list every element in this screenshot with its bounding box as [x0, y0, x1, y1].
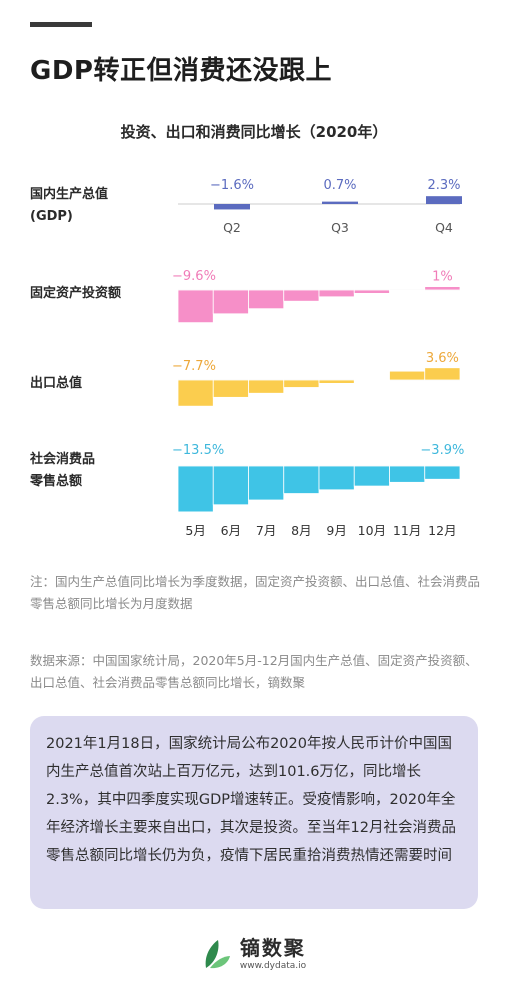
row-label: 国内生产总值 — [30, 186, 108, 202]
brand-url: www.dydata.io — [239, 961, 307, 971]
x-tick-label: 12月 — [428, 523, 456, 538]
chart-note: 注：国内生产总值同比增长为季度数据，固定资产投资额、出口总值、社会消费品零售总额… — [30, 574, 481, 611]
month-bar — [389, 289, 426, 292]
month-bar — [248, 289, 285, 310]
value-label: −9.6% — [172, 269, 216, 284]
value-label: 0.7% — [323, 178, 356, 193]
month-bar — [424, 465, 461, 480]
gdp-bar — [426, 196, 462, 204]
month-bar — [283, 465, 320, 494]
value-label: −13.5% — [172, 443, 224, 458]
summary-text: 2021年1月18日，国家统计局公布2020年按人民币计价中国国内生产总值首次站… — [46, 736, 456, 864]
brand-name: 镝数聚 — [239, 936, 306, 960]
value-label: 2.3% — [427, 178, 460, 193]
month-bar — [177, 289, 214, 324]
month-bar — [318, 379, 355, 384]
row-label: 出口总值 — [30, 375, 82, 391]
row-label: 零售总额 — [29, 473, 82, 489]
leaf-logo-icon — [205, 940, 230, 969]
quarter-tick-label: Q4 — [435, 220, 453, 235]
gdp-bar — [214, 204, 250, 210]
brand-logo: 镝数聚 www.dydata.io — [0, 936, 508, 972]
month-bar — [353, 289, 390, 294]
month-bar — [177, 465, 214, 513]
month-bar — [353, 465, 390, 487]
month-bar — [283, 379, 320, 388]
value-label: 1% — [432, 270, 453, 285]
value-label: −3.9% — [420, 443, 464, 458]
month-bar — [318, 289, 355, 298]
value-label: −7.7% — [172, 359, 216, 374]
page-title: GDP转正但消费还没跟上 — [30, 56, 332, 86]
month-bar — [248, 465, 285, 501]
x-tick-label: 8月 — [291, 523, 311, 538]
x-tick-label: 9月 — [326, 523, 346, 538]
data-source: 数据来源：中国国家统计局，2020年5月-12月国内生产总值、固定资产投资额、出… — [30, 653, 478, 690]
month-bar — [389, 465, 426, 483]
x-tick-label: 11月 — [393, 523, 421, 538]
x-tick-label: 10月 — [358, 523, 386, 538]
month-bar — [318, 465, 355, 491]
quarter-tick-label: Q2 — [223, 220, 241, 235]
title-accent-bar — [30, 22, 92, 27]
month-bar — [353, 378, 390, 381]
quarter-tick-label: Q3 — [331, 220, 349, 235]
month-bar — [389, 370, 426, 381]
row-label: 社会消费品 — [29, 451, 95, 467]
x-tick-label: 7月 — [256, 523, 276, 538]
month-bar — [212, 379, 249, 398]
value-label: −1.6% — [210, 178, 254, 193]
month-bar — [424, 286, 461, 291]
value-label: 3.6% — [426, 351, 459, 366]
x-tick-label: 5月 — [185, 523, 205, 538]
x-tick-label: 6月 — [221, 523, 241, 538]
summary-box: 2021年1月18日，国家统计局公布2020年按人民币计价中国国内生产总值首次站… — [30, 716, 478, 909]
gdp-bar — [322, 201, 358, 204]
row-label: (GDP) — [30, 209, 73, 224]
chart-title: 投资、出口和消费同比增长（2020年） — [120, 123, 388, 141]
month-bar — [212, 465, 249, 506]
month-bar — [212, 289, 249, 315]
month-bar — [283, 289, 320, 302]
month-bar — [424, 367, 461, 381]
bar-chart: 国内生产总值 (GDP) −1.6% Q2 0.7% Q3 2.3% Q4 固定资产投资额 −9.… — [29, 178, 464, 538]
month-bar — [177, 379, 214, 407]
row-label: 固定资产投资额 — [30, 285, 121, 301]
month-bar — [248, 379, 285, 394]
